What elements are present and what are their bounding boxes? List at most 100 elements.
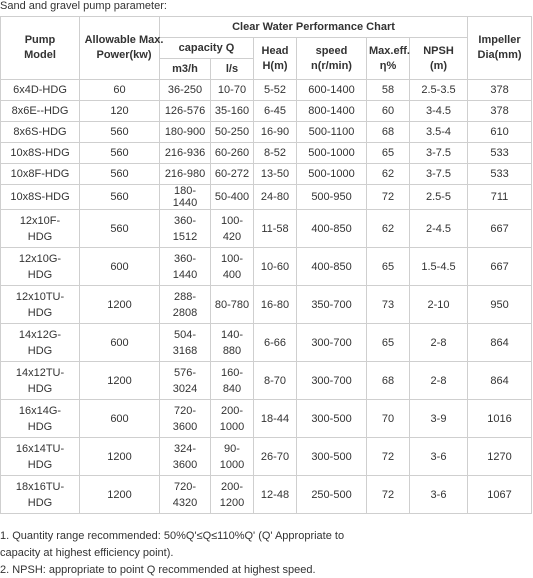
table-cell: 68 bbox=[366, 121, 410, 143]
header-cell: capacity Q bbox=[159, 37, 254, 59]
table-cell: 100-400 bbox=[210, 247, 254, 286]
table-cell: 864 bbox=[467, 361, 533, 400]
table-cell: 500-1100 bbox=[296, 121, 367, 143]
table-row: 12x10G-HDG 600 360-1440 100-400 10-60 400-850… bbox=[0, 247, 533, 286]
cell-text: 18x16TU-HDG bbox=[15, 480, 65, 509]
table-cell: 324-3600 bbox=[159, 437, 211, 476]
table-cell: 560 bbox=[79, 163, 160, 185]
table-cell: 73 bbox=[366, 285, 410, 324]
table-cell: 500-950 bbox=[296, 184, 367, 210]
table-cell: 1.5-4.5 bbox=[408, 247, 469, 286]
header-cell: Max.eff. η% bbox=[366, 37, 410, 80]
table-cell: 350-700 bbox=[296, 285, 367, 324]
table-cell: 16-80 bbox=[253, 285, 297, 324]
table-cell: 14x12TU-HDG bbox=[0, 361, 80, 400]
table-cell: 12-48 bbox=[253, 475, 297, 514]
table-cell: 60 bbox=[366, 100, 410, 122]
table-cell: 16x14TU-HDG bbox=[0, 437, 80, 476]
table-cell: 72 bbox=[366, 184, 410, 210]
table-cell: 600 bbox=[79, 323, 160, 362]
table-cell: 1270 bbox=[467, 437, 533, 476]
table-cell: 180-900 bbox=[159, 121, 211, 143]
table-cell: 720-4320 bbox=[159, 475, 211, 514]
table-cell: 160-840 bbox=[210, 361, 254, 400]
table-cell: 378 bbox=[467, 100, 533, 122]
header-cell: m3/h bbox=[159, 58, 211, 80]
table-cell: 60-260 bbox=[210, 142, 254, 164]
table-cell: 500-1000 bbox=[296, 163, 367, 185]
table-cell: 12x10F-HDG bbox=[0, 209, 80, 248]
table-cell: 13-50 bbox=[253, 163, 297, 185]
cell-text: 12x10F-HDG bbox=[19, 214, 61, 243]
table-cell: 300-500 bbox=[296, 399, 367, 438]
table-cell: 5-52 bbox=[253, 79, 297, 101]
header-cell: Head H(m) bbox=[253, 37, 297, 80]
table-row: 16x14TU-HDG 1200 324-3600 90-1000 26-70 300-5… bbox=[0, 437, 533, 476]
table-row: 18x16TU-HDG 1200 720-4320 200-1200 12-48 250-… bbox=[0, 475, 533, 514]
table-cell: 600 bbox=[79, 247, 160, 286]
table-cell: 1200 bbox=[79, 361, 160, 400]
table-cell: 3-6 bbox=[408, 475, 469, 514]
table-cell: 378 bbox=[467, 79, 533, 101]
table-cell: 100-420 bbox=[210, 209, 254, 248]
table-cell: 18-44 bbox=[253, 399, 297, 438]
table-cell: 504-3168 bbox=[159, 323, 211, 362]
table-cell: 1200 bbox=[79, 475, 160, 514]
table-cell: 600-1400 bbox=[296, 79, 367, 101]
cell-text: 6x4D-HDG bbox=[13, 84, 67, 96]
table-cell: 6-45 bbox=[253, 100, 297, 122]
table-body: 6x4D-HDG 60 36-250 10-70 5-52 600-1400 58 2.5-3… bbox=[0, 79, 533, 514]
table-cell: 2.5-3.5 bbox=[408, 79, 469, 101]
cell-text: 12x10TU-HDG bbox=[15, 290, 65, 319]
table-cell: 500-1000 bbox=[296, 142, 367, 164]
table-cell: 35-160 bbox=[210, 100, 254, 122]
table-cell: 180-1440 bbox=[159, 184, 211, 210]
table-cell: 36-250 bbox=[159, 79, 211, 101]
table-cell: 6-66 bbox=[253, 323, 297, 362]
table-cell: 560 bbox=[79, 142, 160, 164]
table-cell: 3-4.5 bbox=[408, 100, 469, 122]
note: 1. Quantity range recommended: 50%Q'≤Q≤1… bbox=[0, 530, 345, 559]
header-cell: Clear Water Performance Chart bbox=[158, 16, 469, 38]
header-cell: NPSH (m) bbox=[408, 37, 469, 80]
table-cell: 65 bbox=[366, 142, 410, 164]
table-cell: 3-7.5 bbox=[408, 142, 469, 164]
table-row: 12x10F-HDG 560 360-1512 100-420 11-58 400-850… bbox=[0, 209, 533, 248]
table-cell: 300-700 bbox=[296, 361, 367, 400]
header-cell: Allowable Max. Power(kw) bbox=[79, 16, 163, 80]
header-cell: Pump Model bbox=[0, 16, 80, 80]
table-cell: 2.5-5 bbox=[408, 184, 469, 210]
table-cell: 14x12G-HDG bbox=[0, 323, 80, 362]
header-text: Allowable Max. Power(kw) bbox=[84, 34, 164, 61]
table-cell: 200-1000 bbox=[210, 399, 254, 438]
table-cell: 8x6E--HDG bbox=[0, 100, 80, 122]
table-cell: 50-400 bbox=[210, 184, 254, 210]
cell-text: 10x8S-HDG bbox=[10, 191, 70, 203]
table-cell: 400-850 bbox=[296, 247, 367, 286]
table-cell: 62 bbox=[366, 209, 410, 248]
table-cell: 2-10 bbox=[408, 285, 469, 324]
table-cell: 2-8 bbox=[408, 361, 469, 400]
table-cell: 533 bbox=[467, 163, 533, 185]
table-cell: 12x10TU-HDG bbox=[0, 285, 80, 324]
cell-text: 14x12TU-HDG bbox=[15, 366, 65, 395]
table-cell: 120 bbox=[79, 100, 160, 122]
table-cell: 200-1200 bbox=[210, 475, 254, 514]
notes: 1. Quantity range recommended: 50%Q'≤Q≤1… bbox=[0, 528, 360, 578]
table-row: 8x6E--HDG 120 126-576 35-160 6-45 800-1400 60 3… bbox=[0, 100, 533, 122]
table-cell: 10x8S-HDG bbox=[0, 142, 80, 164]
table-cell: 72 bbox=[366, 475, 410, 514]
table-cell: 11-58 bbox=[253, 209, 297, 248]
header-text: speed n(r/min) bbox=[311, 44, 352, 72]
header-cell: l/s bbox=[210, 58, 254, 80]
table-cell: 70 bbox=[366, 399, 410, 438]
table-cell: 800-1400 bbox=[296, 100, 367, 122]
table-cell: 18x16TU-HDG bbox=[0, 475, 80, 514]
table-cell: 10x8F-HDG bbox=[0, 163, 80, 185]
table-row: 10x8S-HDG 560 180-1440 50-400 24-80 500-950 72… bbox=[0, 184, 533, 210]
table-cell: 24-80 bbox=[253, 184, 297, 210]
table-cell: 667 bbox=[467, 209, 533, 248]
table-cell: 250-500 bbox=[296, 475, 367, 514]
table-cell: 667 bbox=[467, 247, 533, 286]
